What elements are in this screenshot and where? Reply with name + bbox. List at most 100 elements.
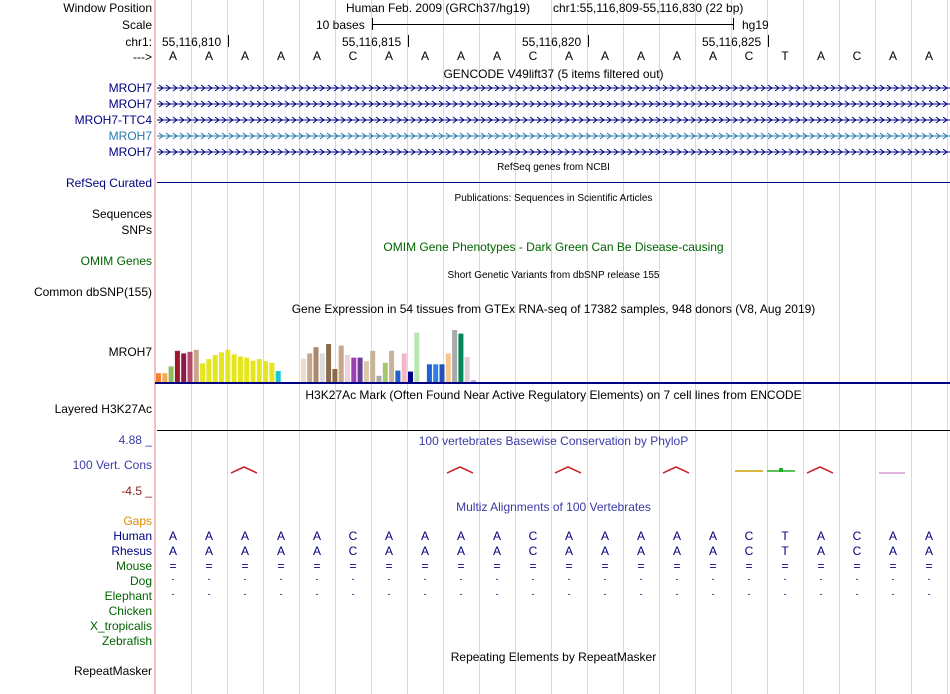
h3k27ac-track-label[interactable]: Layered H3K27Ac (54, 402, 152, 416)
species-label[interactable]: Rhesus (111, 544, 152, 558)
gtex-tissue-bar[interactable] (351, 357, 357, 382)
gtex-tissue-bar[interactable] (414, 332, 420, 382)
gtex-tissue-bar[interactable] (269, 362, 275, 382)
gtex-tissue-bar[interactable] (244, 357, 250, 382)
gtex-tissue-bar[interactable] (376, 375, 382, 382)
gtex-tissue-bar[interactable] (225, 349, 231, 382)
gencode-gene-label[interactable]: MROH7 (108, 129, 152, 143)
dbsnp-track-title[interactable]: Short Genetic Variants from dbSNP releas… (447, 270, 660, 281)
gtex-bar-chart[interactable] (155, 317, 950, 385)
gencode-gene-line[interactable] (157, 131, 950, 141)
gtex-tissue-bar[interactable] (433, 364, 439, 382)
species-label[interactable]: Elephant (104, 589, 152, 603)
gtex-tissue-bar[interactable] (357, 357, 363, 382)
gencode-gene-label[interactable]: MROH7 (108, 145, 152, 159)
gtex-tissue-bar[interactable] (275, 371, 281, 382)
gtex-tissue-bar[interactable] (401, 353, 407, 382)
gtex-tissue-bar[interactable] (382, 362, 388, 382)
gtex-tissue-bar[interactable] (231, 354, 237, 382)
gtex-tissue-bar[interactable] (363, 361, 369, 382)
gtex-tissue-bar[interactable] (319, 353, 325, 382)
omim-track-label[interactable]: OMIM Genes (80, 254, 152, 268)
gtex-tissue-bar[interactable] (471, 379, 476, 382)
base-letter[interactable]: A (312, 49, 321, 63)
dbsnp-track-label[interactable]: Common dbSNP(155) (33, 285, 152, 299)
refseq-track-title[interactable]: RefSeq genes from NCBI (497, 162, 610, 173)
repeat-track-title[interactable]: Repeating Elements by RepeatMasker (450, 650, 657, 664)
base-letter[interactable]: A (240, 49, 249, 63)
base-letter[interactable]: A (384, 49, 393, 63)
multiz-track-title[interactable]: Multiz Alignments of 100 Vertebrates (456, 500, 651, 514)
base-letter[interactable]: A (888, 49, 897, 63)
gtex-tissue-bar[interactable] (458, 333, 464, 382)
gencode-gene-line[interactable] (157, 147, 950, 157)
base-letter[interactable]: A (636, 49, 645, 63)
base-letter[interactable]: A (564, 49, 573, 63)
gencode-gene-line[interactable] (157, 115, 950, 125)
base-letter[interactable]: A (492, 49, 501, 63)
base-letter[interactable]: A (672, 49, 681, 63)
gencode-gene-line[interactable] (157, 83, 950, 93)
base-letter[interactable]: C (348, 49, 358, 63)
base-letter[interactable]: T (781, 49, 789, 63)
base-letter[interactable]: A (456, 49, 465, 63)
gtex-tissue-bar[interactable] (168, 366, 174, 382)
gtex-tissue-bar[interactable] (250, 360, 256, 382)
gtex-tissue-bar[interactable] (200, 363, 206, 382)
gtex-tissue-bar[interactable] (174, 350, 180, 382)
phylop-plot[interactable] (155, 462, 950, 478)
base-letter[interactable]: A (420, 49, 429, 63)
snps-track-label[interactable]: SNPs (121, 223, 152, 237)
h3k27ac-track-title[interactable]: H3K27Ac Mark (Often Found Near Active Re… (305, 388, 802, 402)
base-letter[interactable]: C (744, 49, 754, 63)
gtex-tissue-bar[interactable] (313, 347, 319, 382)
gtex-tissue-bar[interactable] (445, 353, 451, 382)
base-letter[interactable]: A (924, 49, 933, 63)
gtex-tissue-bar[interactable] (408, 371, 413, 382)
gtex-tissue-bar[interactable] (307, 353, 313, 382)
gencode-gene-label[interactable]: MROH7 (108, 81, 152, 95)
gtex-tissue-bar[interactable] (256, 359, 262, 382)
species-label[interactable]: Chicken (108, 604, 152, 618)
gtex-tissue-bar[interactable] (439, 364, 445, 382)
omim-track-title[interactable]: OMIM Gene Phenotypes - Dark Green Can Be… (383, 240, 724, 254)
base-letter[interactable]: A (708, 49, 717, 63)
base-letter[interactable]: A (168, 49, 177, 63)
species-label[interactable]: Zebrafish (101, 634, 152, 648)
gtex-tissue-bar[interactable] (389, 350, 395, 382)
gtex-tissue-bar[interactable] (237, 356, 243, 383)
gtex-tissue-bar[interactable] (332, 369, 338, 382)
gtex-tissue-bar[interactable] (206, 359, 212, 382)
gtex-tissue-bar[interactable] (181, 353, 187, 382)
publications-track-title[interactable]: Publications: Sequences in Scientific Ar… (454, 193, 653, 204)
gtex-track-title[interactable]: Gene Expression in 54 tissues from GTEx … (291, 302, 816, 316)
gtex-tissue-bar[interactable] (300, 358, 306, 382)
gtex-tissue-bar[interactable] (452, 330, 458, 382)
base-letter[interactable]: C (852, 49, 862, 63)
gtex-tissue-bar[interactable] (187, 351, 193, 382)
gtex-tissue-bar[interactable] (326, 344, 332, 382)
refseq-gene-line[interactable] (157, 182, 950, 183)
refseq-track-label[interactable]: RefSeq Curated (65, 176, 152, 190)
phylop-track-title[interactable]: 100 vertebrates Basewise Conservation by… (418, 434, 689, 448)
gtex-tissue-bar[interactable] (162, 373, 168, 382)
gtex-tissue-bar[interactable] (263, 361, 269, 382)
base-letter[interactable]: A (600, 49, 609, 63)
gtex-tissue-bar[interactable] (219, 352, 224, 382)
gtex-tissue-bar[interactable] (426, 364, 432, 382)
gtex-tissue-bar[interactable] (464, 357, 470, 382)
phylop-track-label[interactable]: 100 Vert. Cons (72, 458, 152, 472)
gtex-tissue-bar[interactable] (345, 355, 350, 382)
gtex-gene-label[interactable]: MROH7 (108, 345, 152, 359)
gaps-label[interactable]: Gaps (123, 514, 152, 528)
species-label[interactable]: Human (113, 529, 152, 543)
gencode-gene-label[interactable]: MROH7 (108, 97, 152, 111)
species-label[interactable]: Mouse (115, 559, 152, 573)
gencode-track-title[interactable]: GENCODE V49lift37 (5 items filtered out) (443, 67, 664, 81)
base-letter[interactable]: A (816, 49, 825, 63)
left-margin-bar[interactable] (154, 0, 156, 694)
species-label[interactable]: Dog (129, 574, 152, 588)
gtex-tissue-bar[interactable] (193, 349, 199, 382)
base-letter[interactable]: A (204, 49, 213, 63)
gtex-tissue-bar[interactable] (212, 355, 218, 382)
